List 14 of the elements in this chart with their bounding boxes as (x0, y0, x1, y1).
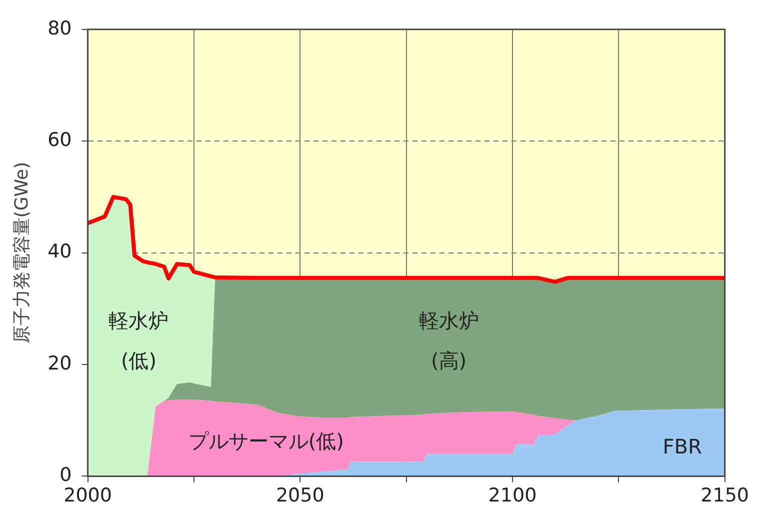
x-tick-label: 2000 (64, 484, 112, 507)
x-tick-label: 2050 (276, 484, 324, 507)
series-label: FBR (662, 434, 702, 458)
y-tick-label: 20 (48, 352, 72, 374)
series-label: 軽水炉 (低) (108, 308, 169, 372)
series-label: 軽水炉 (高) (418, 308, 479, 372)
y-tick-label: 80 (48, 17, 72, 40)
x-tick-label: 2150 (700, 484, 750, 507)
series-label: プルサーマル(低) (188, 428, 344, 453)
y-tick-label: 0 (60, 464, 72, 486)
y-axis-title: 原子力発電容量(GWe) (11, 162, 32, 344)
y-tick-label: 60 (48, 129, 72, 152)
x-tick-label: 2100 (488, 484, 537, 507)
y-tick-label: 40 (48, 240, 72, 263)
